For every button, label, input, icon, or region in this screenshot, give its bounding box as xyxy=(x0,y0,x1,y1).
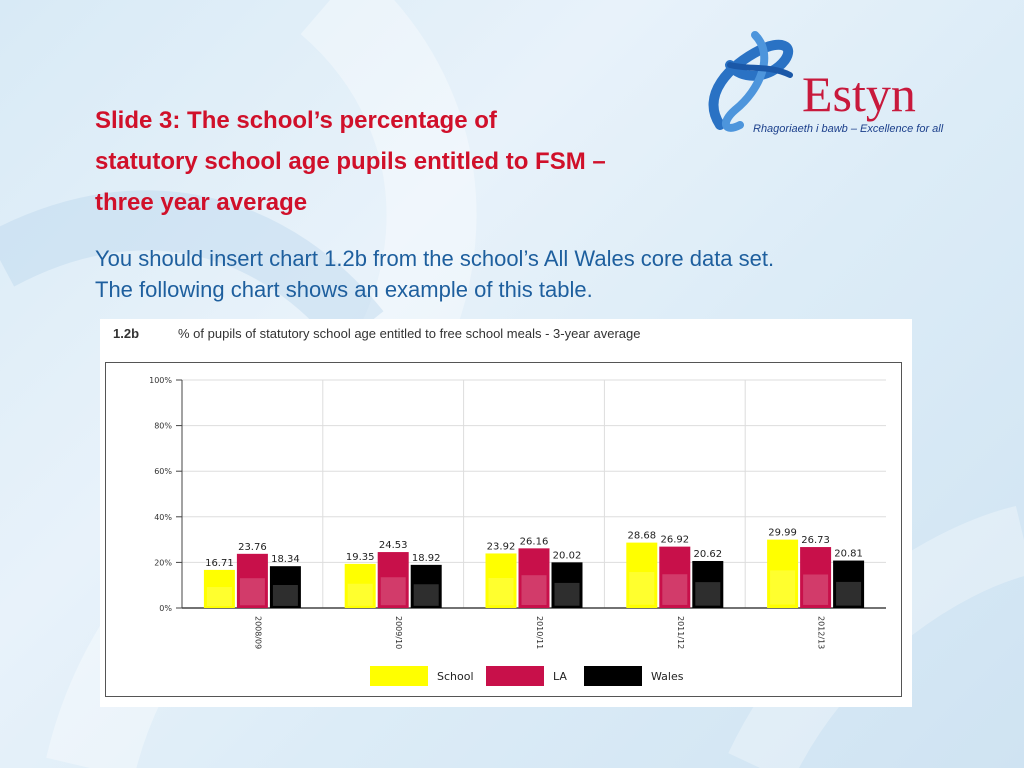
data-label: 23.92 xyxy=(487,541,516,552)
data-label: 23.76 xyxy=(238,542,267,553)
logo-tagline: Rhagoriaeth i bawb – Excellence for all xyxy=(753,123,944,135)
bar-shine xyxy=(380,577,406,606)
legend-swatch-school xyxy=(370,666,428,686)
data-label: 20.62 xyxy=(693,549,722,560)
slide-title-line: three year average xyxy=(95,189,308,216)
bar-school xyxy=(203,569,235,608)
legend-label: School xyxy=(437,670,474,683)
y-tick-label: 20% xyxy=(154,558,172,567)
bar-school xyxy=(344,563,376,608)
legend-label: Wales xyxy=(651,670,684,683)
legend-swatch-wales xyxy=(584,666,642,686)
bar-shine xyxy=(836,581,862,606)
bar-shine xyxy=(695,582,721,606)
bar-wales xyxy=(692,560,724,608)
bar-wales xyxy=(833,560,865,608)
bar-shine xyxy=(662,574,688,605)
y-tick-label: 80% xyxy=(154,422,172,431)
bar-chart: 0% 20% 40% 60% 80% 100% 16.71 23.76 18.34 2008/09… xyxy=(149,376,886,686)
bar-la xyxy=(800,547,832,608)
estyn-swirl-icon xyxy=(708,31,794,132)
slide-body-text: You should insert chart 1.2b from the sc… xyxy=(95,243,955,305)
bar-shine xyxy=(488,578,514,606)
data-label: 20.02 xyxy=(553,550,582,561)
x-tick-label: 2008/09 xyxy=(253,616,262,649)
estyn-logo: Estyn Rhagoriaeth i bawb – Excellence fo… xyxy=(700,25,970,145)
bar-wales xyxy=(551,562,583,608)
bar-shine xyxy=(239,578,265,606)
data-label: 26.16 xyxy=(520,536,549,547)
chart-container: 1.2b % of pupils of statutory school age… xyxy=(100,319,912,707)
bar-shine xyxy=(554,582,580,606)
bar-la xyxy=(659,546,691,608)
bar-la xyxy=(518,548,550,608)
data-label: 26.92 xyxy=(660,535,689,546)
slide-title-line: statutory school age pupils entitled to … xyxy=(95,148,606,175)
data-label: 26.73 xyxy=(801,535,830,546)
bar-shine xyxy=(629,572,655,605)
data-label: 18.92 xyxy=(412,553,441,564)
bar-wales xyxy=(269,566,301,608)
y-tick-label: 100% xyxy=(149,376,172,385)
bar-school xyxy=(485,553,517,608)
x-tick-label: 2011/12 xyxy=(676,616,685,649)
x-tick-label: 2010/11 xyxy=(535,616,544,649)
bar-la xyxy=(377,552,409,608)
x-tick-label: 2012/13 xyxy=(817,616,826,649)
data-label: 28.68 xyxy=(627,531,656,542)
chart-title: % of pupils of statutory school age enti… xyxy=(178,326,641,341)
bar-shine xyxy=(413,584,439,606)
data-label: 24.53 xyxy=(379,540,408,551)
bar-wales xyxy=(410,564,442,608)
slide-title: Slide 3: The school’s percentage of stat… xyxy=(95,100,715,223)
body-line: You should insert chart 1.2b from the sc… xyxy=(95,246,775,271)
bar-shine xyxy=(206,587,232,607)
y-tick-label: 0% xyxy=(159,604,172,613)
bar-shine xyxy=(272,585,298,606)
bar-shine xyxy=(803,574,829,605)
logo-wordmark: Estyn xyxy=(802,66,916,122)
legend-swatch-la xyxy=(486,666,544,686)
data-label: 19.35 xyxy=(346,552,375,563)
data-label: 20.81 xyxy=(834,549,863,560)
data-label: 18.34 xyxy=(271,554,300,565)
bar-shine xyxy=(770,570,796,605)
body-line: The following chart shows an example of … xyxy=(95,277,593,302)
y-tick-label: 60% xyxy=(154,467,172,476)
data-label: 29.99 xyxy=(768,528,797,539)
y-tick-label: 40% xyxy=(154,513,172,522)
legend-label: LA xyxy=(553,670,567,683)
chart-frame: 0% 20% 40% 60% 80% 100% 16.71 23.76 18.34 2008/09… xyxy=(105,362,902,697)
x-tick-label: 2009/10 xyxy=(394,616,403,649)
slide-title-line: Slide 3: The school’s percentage of xyxy=(95,107,497,134)
bar-shine xyxy=(347,583,373,606)
bar-la xyxy=(236,553,268,608)
bar-school xyxy=(767,539,799,608)
bar-shine xyxy=(521,575,547,606)
data-label: 16.71 xyxy=(205,558,234,569)
bar-school xyxy=(626,542,658,608)
chart-code: 1.2b xyxy=(113,326,140,341)
